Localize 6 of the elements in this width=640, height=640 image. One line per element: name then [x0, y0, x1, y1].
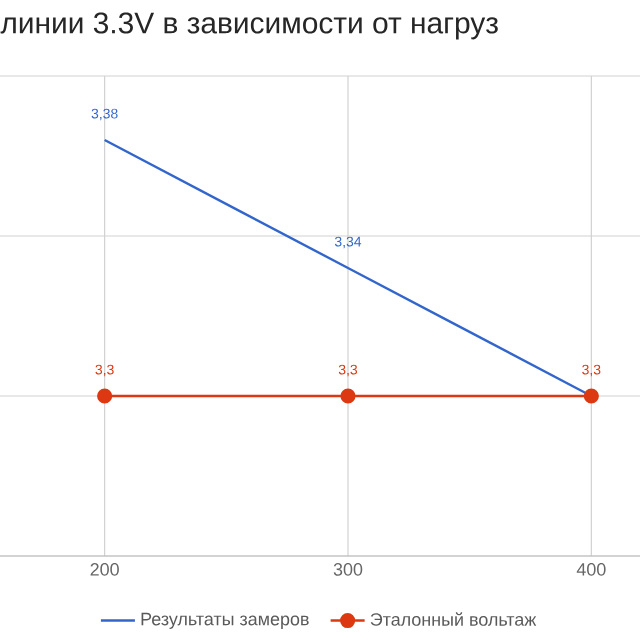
legend-label: Эталонный вольтаж — [370, 612, 537, 626]
chart-title: линии 3.3V в зависимости от нагруз — [0, 12, 498, 40]
x-tick-label: 200 — [90, 563, 119, 576]
x-tick-label: 300 — [333, 563, 363, 576]
legend-label: Результаты замеров — [141, 612, 309, 629]
x-tick-label: 400 — [576, 563, 606, 576]
